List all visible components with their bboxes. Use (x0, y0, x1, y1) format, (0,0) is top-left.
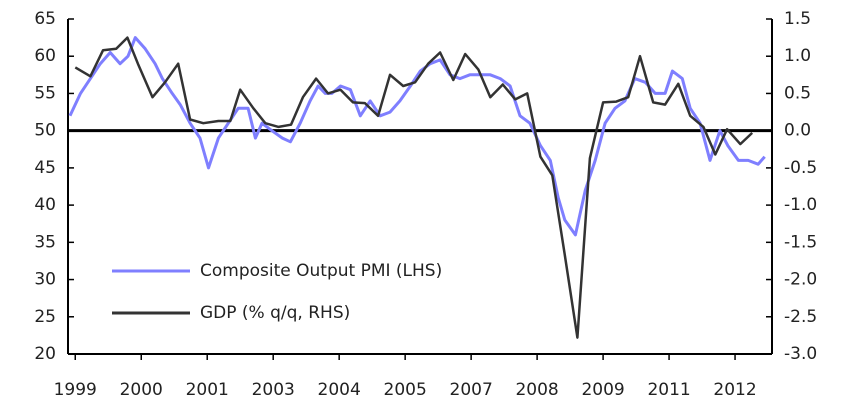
y-tick-label: 65 (34, 9, 56, 29)
y2-tick-label: -1.5 (784, 232, 817, 252)
y-tick-label: 35 (34, 232, 56, 252)
x-tick-label: 2004 (318, 380, 361, 400)
x-tick-label: 1999 (54, 380, 97, 400)
legend-label: GDP (% q/q, RHS) (200, 303, 350, 323)
y2-tick-label: -1.0 (784, 195, 817, 215)
y2-tick-label: -3.0 (784, 344, 817, 364)
x-tick-label: 2003 (252, 380, 295, 400)
y2-tick-label: 0.0 (784, 121, 811, 141)
x-tick-label: 2009 (581, 380, 624, 400)
x-tick-label: 2008 (515, 380, 558, 400)
x-tick-label: 2001 (186, 380, 229, 400)
y2-tick-label: -2.0 (784, 270, 817, 290)
y-tick-label: 20 (34, 344, 56, 364)
x-tick-label: 2005 (384, 380, 427, 400)
y-tick-label: 45 (34, 158, 56, 178)
y2-tick-label: -2.5 (784, 307, 817, 327)
x-tick-label: 2011 (647, 380, 690, 400)
y-tick-label: 25 (34, 307, 56, 327)
y2-tick-label: -0.5 (784, 158, 817, 178)
y-tick-label: 50 (34, 121, 56, 141)
y-tick-label: 55 (34, 83, 56, 103)
y-tick-label: 60 (34, 46, 56, 66)
y2-tick-label: 1.0 (784, 46, 811, 66)
y-tick-label: 40 (34, 195, 56, 215)
y-tick-label: 30 (34, 270, 56, 290)
x-tick-label: 2000 (120, 380, 163, 400)
y2-tick-label: 1.5 (784, 9, 811, 29)
legend-label: Composite Output PMI (LHS) (200, 261, 442, 281)
series-line (68, 36, 766, 237)
y2-tick-label: 0.5 (784, 83, 811, 103)
x-tick-label: 2007 (450, 380, 493, 400)
series-line (74, 36, 754, 339)
x-tick-label: 2012 (713, 380, 756, 400)
